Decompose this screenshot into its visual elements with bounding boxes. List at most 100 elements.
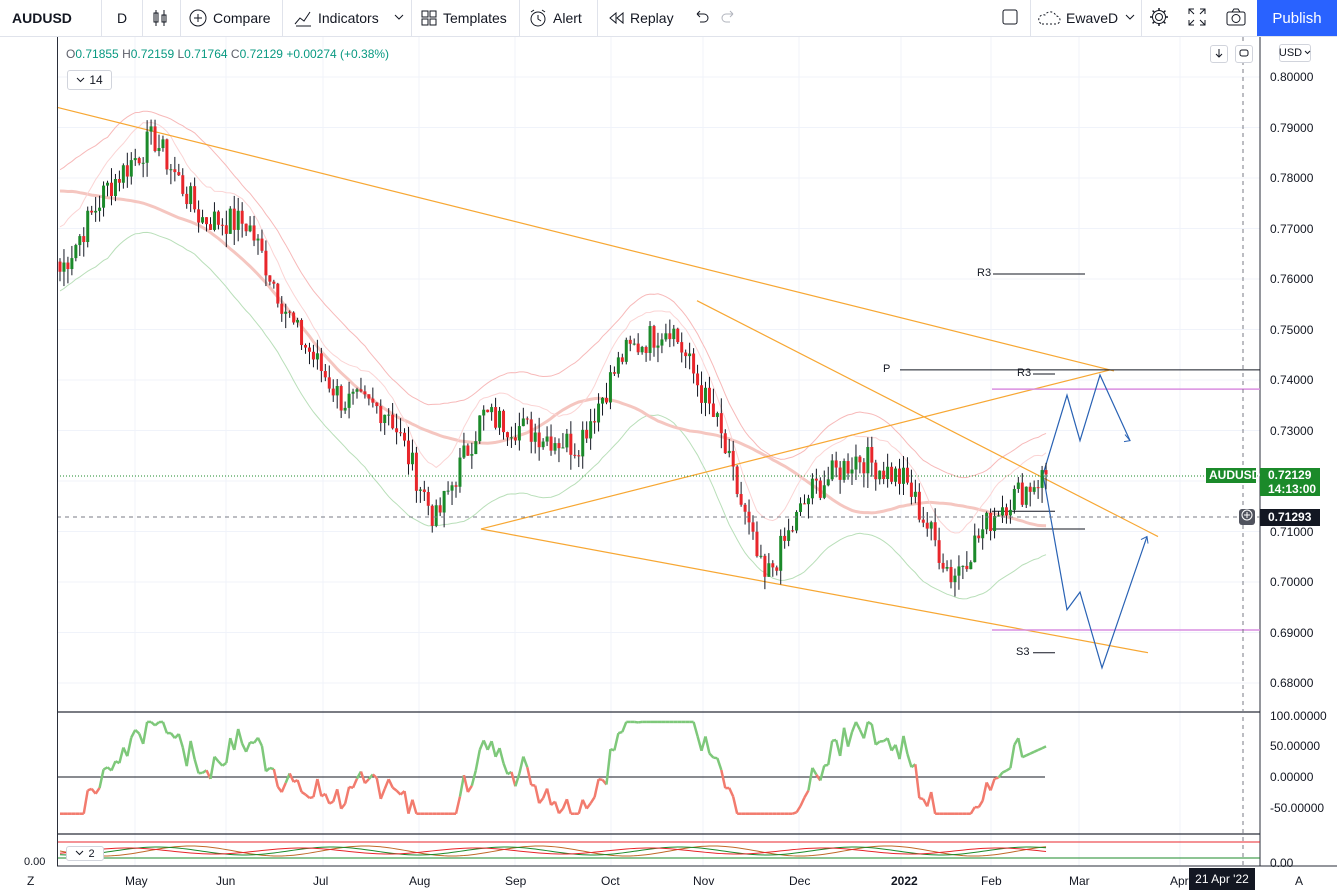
drawings[interactable] [56, 106, 1260, 670]
zoom-reset-button[interactable]: Z [27, 874, 35, 888]
candle-body [201, 217, 205, 223]
osc-segment [846, 731, 854, 747]
osc-segment [795, 805, 802, 814]
candle-body [640, 346, 644, 353]
candle-body [438, 505, 442, 513]
candle-body [363, 391, 367, 395]
candle-body [890, 466, 894, 482]
candle-body [307, 347, 311, 352]
candle-body [696, 373, 700, 386]
osc-segment [1033, 748, 1039, 753]
candle-body [399, 432, 403, 434]
candle-body [862, 462, 866, 474]
osc-segment [217, 760, 224, 767]
settings-button[interactable] [1148, 0, 1170, 36]
candle-body [977, 535, 981, 539]
lower-pane-tick: 0.00 [1270, 856, 1294, 870]
expand-icon [1187, 7, 1207, 30]
plus-circle-icon [188, 8, 208, 28]
candle-body [505, 432, 509, 438]
chevron-down-icon [75, 848, 84, 860]
candle-body [486, 409, 490, 413]
osc-segment [522, 756, 529, 768]
candle-body [454, 485, 458, 487]
trendline-upper [56, 106, 1115, 372]
symbol-search[interactable]: AUDUSD [12, 0, 72, 36]
chart-canvas[interactable] [0, 37, 1337, 896]
osc-segment [110, 760, 117, 772]
layout-dropdown[interactable] [1124, 0, 1136, 36]
osc-segment [141, 721, 149, 745]
candle-body [672, 328, 676, 340]
oscillator-tick: 0.00000 [1270, 770, 1314, 784]
snapshot-button[interactable] [1225, 0, 1247, 36]
price-tick: 0.73000 [1270, 423, 1314, 438]
compare-button[interactable]: Compare [188, 0, 271, 36]
candle-body [403, 432, 407, 441]
osc-segment [621, 721, 628, 733]
candle-body [1012, 488, 1016, 510]
currency-selector[interactable]: USD [1279, 44, 1311, 62]
studies-toggle[interactable]: 14 [67, 70, 112, 90]
studies-toggle-lower[interactable]: 2 [66, 846, 104, 861]
osc-segment [589, 796, 596, 804]
add-alert-button[interactable] [1239, 509, 1255, 525]
candle-body [822, 485, 826, 498]
candle-body [648, 326, 652, 353]
candle-body [545, 436, 549, 442]
candle-body [375, 402, 379, 407]
fullscreen-toggle[interactable] [1001, 0, 1019, 36]
candle-body [470, 454, 474, 456]
time-tick: Jun [216, 874, 236, 888]
candle-body [212, 211, 216, 230]
osc-segment [977, 800, 984, 808]
layout-name: EwaveD [1066, 10, 1119, 26]
layout-button[interactable]: EwaveD [1037, 0, 1118, 36]
candle-body [145, 131, 149, 163]
osc-segment [260, 745, 268, 772]
undo-button[interactable] [692, 0, 710, 36]
osc-segment [577, 799, 584, 815]
publish-button[interactable]: Publish [1257, 0, 1337, 36]
replay-button[interactable]: Replay [607, 0, 674, 36]
rewind-icon [607, 9, 625, 27]
osc-segment [514, 773, 521, 787]
maximize-button[interactable] [1187, 0, 1207, 36]
osc-segment [994, 776, 999, 780]
candle-body [319, 353, 323, 372]
osc-segment [1005, 767, 1012, 772]
candle-body [961, 565, 965, 567]
candle-body [327, 377, 331, 389]
auto-scale-button[interactable]: A [1295, 874, 1304, 888]
interval-button[interactable]: D [117, 0, 127, 36]
candle-body [589, 421, 593, 439]
scale-auto-button[interactable] [1235, 45, 1253, 63]
candle-body [371, 398, 375, 403]
r3-lower-label: R3 [1017, 367, 1032, 379]
time-tick: Dec [789, 874, 811, 888]
candle-body [731, 450, 735, 467]
oscillator-tick: 100.00000 [1270, 708, 1327, 723]
candle-body [597, 403, 601, 423]
osc-segment [1029, 750, 1035, 755]
osc-segment [704, 736, 711, 754]
osc-segment [371, 773, 378, 780]
candle-body [779, 535, 783, 571]
scale-down-button[interactable] [1210, 45, 1228, 63]
templates-button[interactable]: Templates [420, 0, 507, 36]
chart-type-button[interactable] [150, 0, 175, 36]
candle-body [244, 223, 248, 232]
osc-segment [929, 791, 937, 814]
indicators-button[interactable]: Indicators [293, 0, 379, 36]
osc-segment [233, 728, 240, 751]
alert-button[interactable]: Alert [528, 0, 582, 36]
candle-body [561, 447, 565, 449]
candle-body [426, 492, 430, 506]
indicators-dropdown[interactable] [393, 0, 405, 36]
candle-body [181, 175, 185, 194]
change-value: +0.00274 (+0.38%) [286, 47, 390, 61]
candle-body [129, 160, 133, 177]
osc-segment [82, 790, 89, 814]
redo-button[interactable] [720, 0, 738, 36]
lower-osc-line [59, 847, 1047, 855]
